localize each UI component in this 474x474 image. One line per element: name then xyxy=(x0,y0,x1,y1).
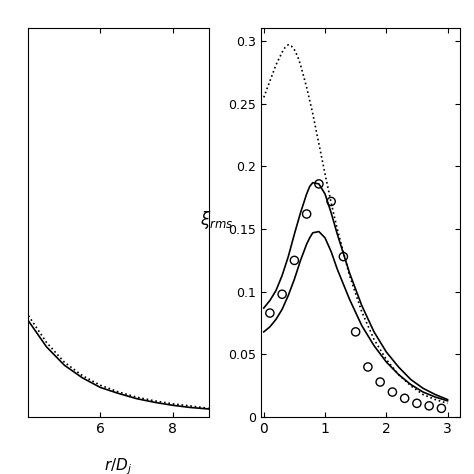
Point xyxy=(413,400,421,407)
Point xyxy=(425,402,433,410)
Point xyxy=(364,363,372,371)
Point xyxy=(339,253,347,260)
Text: $r/D_j$: $r/D_j$ xyxy=(104,456,133,474)
Point xyxy=(328,198,335,205)
Point xyxy=(376,378,384,386)
Point xyxy=(315,180,323,188)
Point xyxy=(438,404,445,412)
Point xyxy=(389,388,396,396)
Point xyxy=(352,328,359,336)
Point xyxy=(266,309,273,317)
Point xyxy=(303,210,310,218)
Point xyxy=(401,394,409,402)
Y-axis label: $\xi_{rms}$: $\xi_{rms}$ xyxy=(201,209,234,230)
Point xyxy=(291,256,298,264)
Point xyxy=(278,291,286,298)
